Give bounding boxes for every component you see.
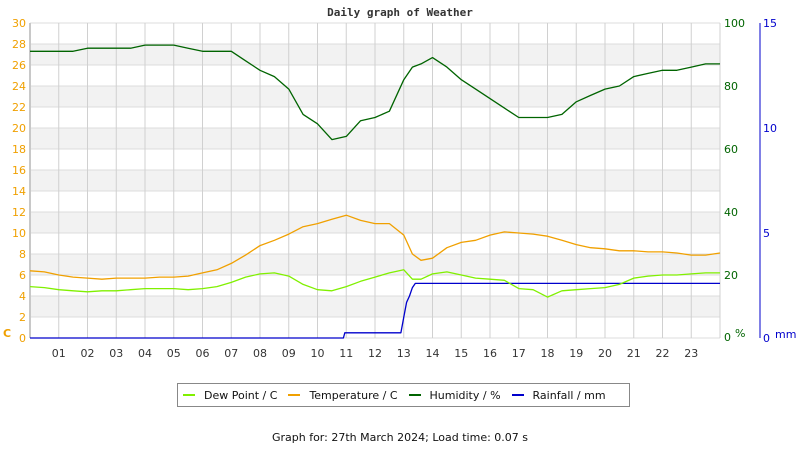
svg-text:01: 01 xyxy=(52,347,66,360)
svg-text:03: 03 xyxy=(109,347,123,360)
svg-text:17: 17 xyxy=(512,347,526,360)
svg-text:11: 11 xyxy=(339,347,353,360)
svg-text:10: 10 xyxy=(763,122,777,135)
svg-text:20: 20 xyxy=(12,122,26,135)
weather-chart: Daily graph of Weather 02468101214161820… xyxy=(3,6,796,360)
legend: Dew Point / C Temperature / C Humidity /… xyxy=(177,383,630,407)
svg-text:10: 10 xyxy=(12,227,26,240)
svg-text:5: 5 xyxy=(763,227,770,240)
svg-text:60: 60 xyxy=(724,143,738,156)
svg-text:04: 04 xyxy=(138,347,152,360)
legend-item-dew-point: Dew Point / C xyxy=(183,389,277,402)
legend-item-humidity: Humidity / % xyxy=(408,388,501,402)
svg-text:28: 28 xyxy=(12,38,26,51)
svg-text:19: 19 xyxy=(569,347,583,360)
svg-text:8: 8 xyxy=(19,248,26,261)
graph-footer: Graph for: 27th March 2024; Load time: 0… xyxy=(271,431,529,444)
svg-text:30: 30 xyxy=(12,17,26,30)
svg-text:24: 24 xyxy=(12,80,26,93)
legend-label: Humidity / % xyxy=(429,388,501,402)
svg-text:02: 02 xyxy=(81,347,95,360)
svg-text:0: 0 xyxy=(724,331,731,344)
svg-text:05: 05 xyxy=(167,347,181,360)
legend-label: Temperature / C xyxy=(309,388,398,402)
svg-text:13: 13 xyxy=(397,347,411,360)
svg-text:10: 10 xyxy=(311,347,325,360)
svg-text:6: 6 xyxy=(19,269,26,282)
svg-text:16: 16 xyxy=(12,164,26,177)
legend-item-rainfall: Rainfall / mm xyxy=(511,388,606,402)
grid-lines xyxy=(30,22,721,339)
svg-text:14: 14 xyxy=(12,185,26,198)
svg-text:20: 20 xyxy=(598,347,612,360)
svg-text:0: 0 xyxy=(19,332,26,345)
legend-label: Rainfall / mm xyxy=(532,388,606,402)
svg-text:09: 09 xyxy=(282,347,296,360)
dew-line xyxy=(29,269,720,298)
svg-text:06: 06 xyxy=(196,347,210,360)
left-axis-unit: C xyxy=(3,327,11,340)
svg-text:08: 08 xyxy=(253,347,267,360)
svg-text:26: 26 xyxy=(12,59,26,72)
svg-text:40: 40 xyxy=(724,206,738,219)
svg-text:18: 18 xyxy=(541,347,555,360)
svg-text:23: 23 xyxy=(684,347,698,360)
svg-text:2: 2 xyxy=(19,311,26,324)
svg-text:22: 22 xyxy=(12,101,26,114)
humidity-line xyxy=(30,44,720,141)
svg-text:12: 12 xyxy=(368,347,382,360)
svg-text:0: 0 xyxy=(763,332,770,345)
temperature-line xyxy=(29,214,721,280)
temperature-swatch-icon xyxy=(288,394,301,396)
data-series xyxy=(29,44,721,339)
svg-text:07: 07 xyxy=(224,347,238,360)
x-axis-ticks: 01 02 03 04 05 06 07 08 09 10 11 12 13 14 15 16 17 18 19 20… xyxy=(52,347,699,360)
dew-point-swatch-icon xyxy=(183,394,195,396)
svg-text:12: 12 xyxy=(12,206,26,219)
rain-axis-ticks: 0 5 10 15 xyxy=(763,17,777,345)
svg-text:18: 18 xyxy=(12,143,26,156)
legend-item-temperature: Temperature / C xyxy=(288,388,398,402)
chart-title: Daily graph of Weather xyxy=(327,6,473,19)
svg-text:100: 100 xyxy=(724,17,745,30)
svg-text:21: 21 xyxy=(627,347,641,360)
svg-text:20: 20 xyxy=(724,269,738,282)
svg-text:15: 15 xyxy=(763,17,777,30)
rain-axis-unit: mm xyxy=(775,328,796,341)
rainfall-line xyxy=(30,282,720,339)
legend-label: Dew Point / C xyxy=(204,388,278,402)
svg-text:4: 4 xyxy=(19,290,26,303)
svg-text:80: 80 xyxy=(724,80,738,93)
svg-text:22: 22 xyxy=(656,347,670,360)
svg-text:16: 16 xyxy=(483,347,497,360)
svg-text:15: 15 xyxy=(454,347,468,360)
svg-text:14: 14 xyxy=(426,347,440,360)
rainfall-swatch-icon xyxy=(511,394,524,396)
humidity-axis-unit: % xyxy=(735,327,745,340)
humidity-swatch-icon xyxy=(408,394,421,396)
humidity-axis-ticks: 0 20 40 60 80 100 xyxy=(724,17,745,344)
